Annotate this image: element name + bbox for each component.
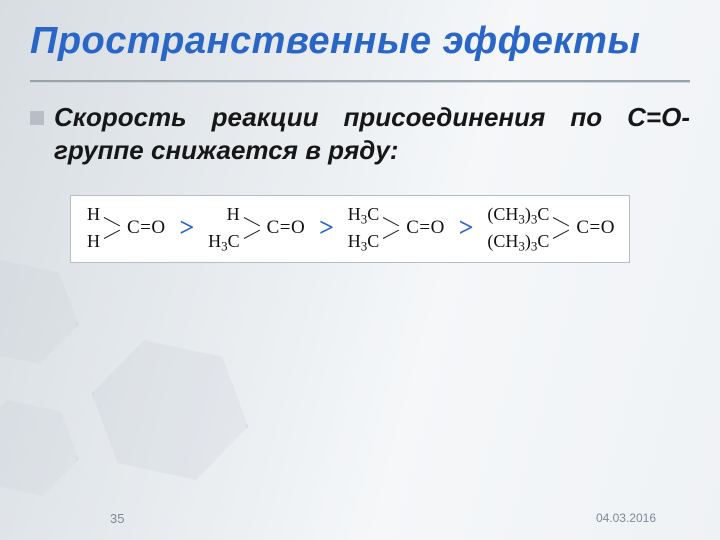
substituents: H H bbox=[87, 204, 100, 251]
footer: 35 04.03.2016 bbox=[0, 511, 720, 526]
carbonyl: C=O bbox=[405, 217, 445, 239]
molecule-2: H H3C C=O bbox=[208, 204, 305, 251]
bond-angle-icon bbox=[244, 206, 262, 250]
gt-symbol: > bbox=[175, 213, 198, 243]
bond-angle-icon bbox=[553, 206, 571, 250]
substituents: H H3C bbox=[208, 204, 240, 251]
sub-bot: H3C bbox=[348, 231, 380, 252]
molecule-1: H H C=O bbox=[87, 204, 166, 251]
molecule-4: (CH3)3C (CH3)3C C=O bbox=[487, 204, 615, 251]
sub-top: (CH3)3C bbox=[487, 204, 549, 225]
gt-symbol: > bbox=[455, 213, 478, 243]
substituents: (CH3)3C (CH3)3C bbox=[487, 204, 549, 251]
molecule-3: H3C H3C C=O bbox=[348, 204, 445, 251]
sub-bot: (CH3)3C bbox=[487, 231, 549, 252]
bullet-row: Скорость реакции присоединения по С=О-гр… bbox=[30, 101, 690, 168]
page-number: 35 bbox=[110, 511, 124, 526]
formula-box: H H C=O > H H3C C=O > H3C bbox=[70, 195, 630, 262]
bond-angle-icon bbox=[383, 206, 401, 250]
title-underline bbox=[30, 80, 690, 83]
sub-top: H3C bbox=[348, 204, 380, 225]
bond-angle-icon bbox=[104, 206, 122, 250]
sub-top: H bbox=[227, 204, 240, 225]
sub-top: H bbox=[87, 204, 100, 225]
carbonyl: C=O bbox=[575, 217, 615, 239]
body-text: Скорость реакции присоединения по С=О-гр… bbox=[54, 101, 690, 168]
substituents: H3C H3C bbox=[348, 204, 380, 251]
carbonyl: C=O bbox=[266, 217, 306, 239]
bullet-icon bbox=[30, 111, 44, 125]
carbonyl: C=O bbox=[126, 217, 166, 239]
formula-row: H H C=O > H H3C C=O > H3C bbox=[87, 204, 615, 251]
sub-bot: H3C bbox=[208, 231, 240, 252]
slide-title: Пространственные эффекты bbox=[30, 20, 690, 70]
gt-symbol: > bbox=[315, 213, 338, 243]
slide-container: Пространственные эффекты Скорость реакци… bbox=[0, 0, 720, 540]
sub-bot: H bbox=[87, 231, 100, 252]
slide-date: 04.03.2016 bbox=[596, 511, 656, 526]
